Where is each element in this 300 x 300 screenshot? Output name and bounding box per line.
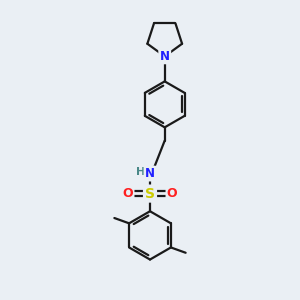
Text: N: N <box>145 167 155 180</box>
Text: H: H <box>136 167 145 177</box>
Text: O: O <box>123 187 133 200</box>
Text: S: S <box>145 187 155 201</box>
Text: O: O <box>167 187 177 200</box>
Text: N: N <box>160 50 170 63</box>
